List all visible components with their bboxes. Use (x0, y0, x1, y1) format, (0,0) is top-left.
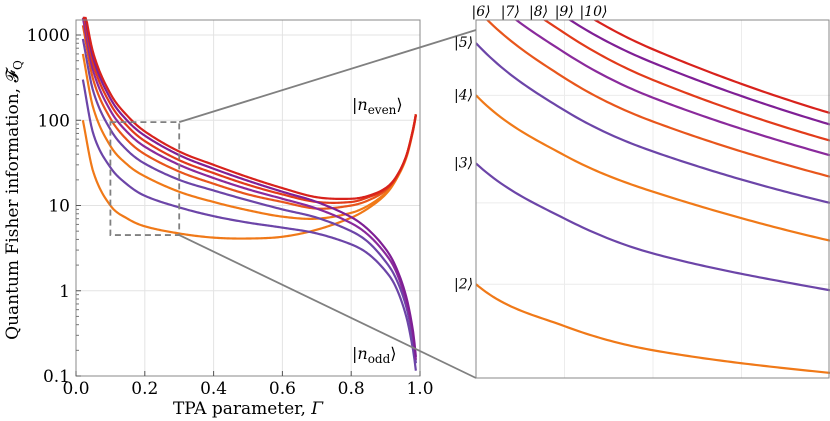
series-line-3 (81, 79, 417, 371)
series-line-8 (82, 16, 417, 204)
zoom-connector-top (178, 29, 477, 124)
zoom-curve-labels: |2⟩ |3⟩ |4⟩ |5⟩ |6⟩ |7⟩ |8⟩ |9⟩ |10⟩ (454, 4, 607, 292)
zoom-label-3: |3⟩ (454, 155, 473, 171)
zoom-series-line-5 (476, 42, 830, 204)
zoom-series-line-3 (476, 162, 830, 292)
x-tick-label: 0.4 (200, 379, 227, 399)
y-axis-label: Quantum Fisher information, 𝓕Q (3, 60, 25, 340)
annotation-n-even: |neven⟩ (352, 95, 403, 117)
zoom-series-line-10 (592, 20, 830, 115)
zoom-curves (476, 20, 830, 374)
zoom-label-10: |10⟩ (579, 4, 607, 20)
zoom-label-7: |7⟩ (501, 4, 520, 20)
zoom-series-line-8 (542, 20, 830, 142)
zoom-connector-bottom (178, 234, 477, 379)
zoom-series-line-9 (568, 20, 830, 126)
main-curves (81, 16, 417, 371)
zoom-label-6: |6⟩ (472, 4, 491, 20)
series-line-4 (81, 53, 417, 220)
x-tick-label: 1.0 (406, 379, 433, 399)
series-line-7 (81, 17, 417, 360)
zoom-grid (476, 20, 830, 378)
zoom-label-8: |8⟩ (529, 4, 548, 20)
zoom-label-5: |5⟩ (454, 35, 473, 51)
series-line-2 (81, 114, 417, 240)
series-line-9 (82, 16, 417, 357)
x-tick-label: 0.6 (269, 379, 296, 399)
x-axis-label: TPA parameter, Γ (173, 399, 324, 419)
y-tick-label: 0.1 (43, 367, 70, 387)
y-tick-label: 10 (48, 197, 70, 217)
y-tick-label: 100 (38, 111, 70, 131)
series-line-5 (81, 38, 417, 364)
annotation-n-odd: |nodd⟩ (352, 344, 397, 366)
zoom-label-4: |4⟩ (454, 87, 473, 103)
zoom-label-2: |2⟩ (454, 276, 473, 292)
main-plot-frame (75, 19, 421, 377)
zoom-plot: |2⟩ |3⟩ |4⟩ |5⟩ |6⟩ |7⟩ |8⟩ |9⟩ |10⟩ (454, 4, 830, 379)
main-ticks: 0.0 0.2 0.4 0.6 0.8 1.0 0.1 1 10 100 1000 (27, 26, 434, 399)
zoom-label-9: |9⟩ (555, 4, 574, 20)
x-tick-label: 0.8 (338, 379, 365, 399)
zoom-series-line-7 (514, 20, 830, 157)
zoom-series-line-2 (476, 283, 830, 374)
series-line-10 (82, 16, 417, 201)
zoom-series-line-6 (485, 20, 830, 178)
zoom-plot-frame (475, 19, 830, 379)
zoom-region-box (109, 121, 181, 236)
zoom-series-line-4 (476, 94, 830, 242)
y-tick-label: 1 (59, 282, 70, 302)
y-tick-label: 1000 (27, 26, 70, 46)
series-line-6 (81, 25, 417, 210)
x-tick-label: 0.0 (62, 379, 89, 399)
x-tick-label: 0.2 (131, 379, 158, 399)
